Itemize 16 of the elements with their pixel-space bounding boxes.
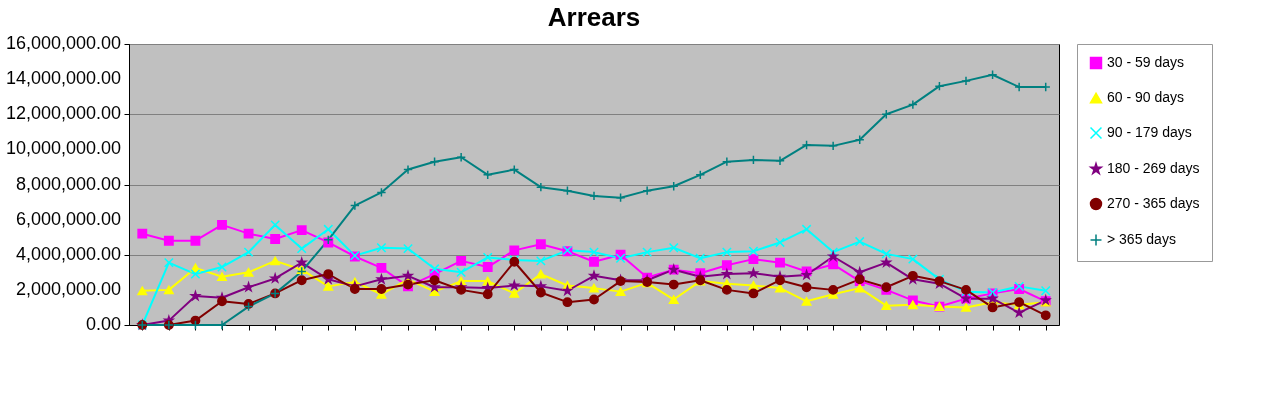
legend-label: > 365 days: [1107, 231, 1176, 247]
legend-label: 270 - 365 days: [1107, 195, 1200, 211]
chart-title: Arrears: [547, 2, 641, 32]
legend-label: 60 - 90 days: [1107, 89, 1185, 105]
y-tick-label: 6,000,000.00: [15, 208, 121, 229]
y-tick-label: 2,000,000.00: [15, 278, 121, 299]
y-tick-label: 12,000,000.00: [5, 103, 121, 124]
legend-label: 90 - 179 days: [1107, 124, 1192, 140]
y-tick-label: 4,000,000.00: [15, 243, 121, 264]
y-tick-label: 10,000,000.00: [5, 138, 121, 159]
legend-label: 30 - 59 days: [1107, 54, 1185, 70]
y-tick-label: 8,000,000.00: [15, 173, 121, 194]
y-tick-label: 14,000,000.00: [5, 68, 121, 89]
legend-label: 180 - 269 days: [1107, 160, 1200, 176]
y-tick-label: 0.00: [85, 314, 121, 334]
y-tick-label: 16,000,000.00: [5, 33, 121, 53]
